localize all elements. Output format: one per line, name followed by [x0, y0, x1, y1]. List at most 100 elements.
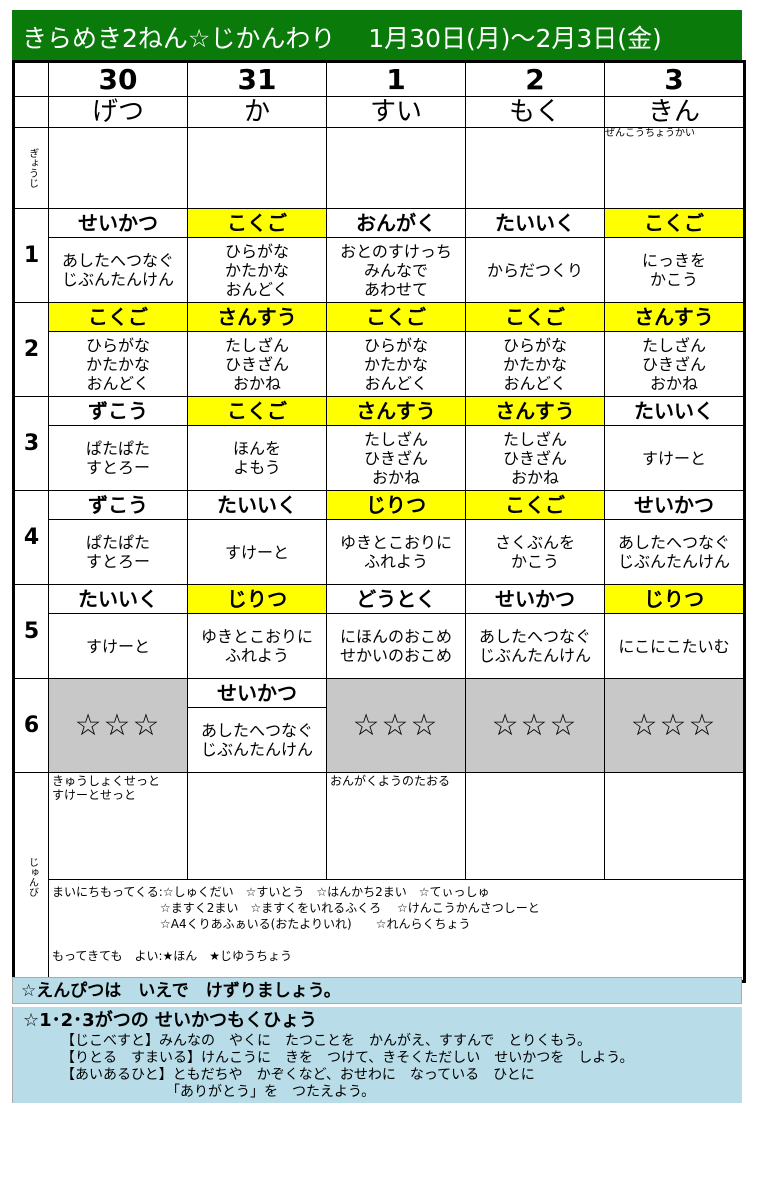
content-cell: あしたへつなぐ じぶんたんけん: [465, 613, 605, 679]
period-subject-row: 3 ずこう こくご さんすう さんすう たいいく: [13, 396, 745, 491]
period-subject-row: 6 ☆☆☆ せいかつ ☆☆☆ ☆☆☆ ☆☆☆: [13, 678, 745, 773]
notes-row: まいにちもってくる:☆しゅくだい ☆すいとう ☆はんかち2まい ☆てぃっしゅ ☆…: [14, 879, 745, 982]
content-cell: にほんのおこめ せかいのおこめ: [326, 613, 466, 679]
content-cell: あしたへつなぐ じぶんたんけん: [48, 237, 188, 303]
content-cell: からだつくり: [465, 237, 605, 303]
subject-cell: じりつ: [604, 584, 745, 614]
no-class-cell: ☆☆☆: [465, 678, 605, 773]
subject-cell: こくご: [326, 302, 466, 332]
subject-cell: さんすう: [604, 302, 745, 332]
content-cell: すけーと: [48, 613, 188, 679]
subject-cell: せいかつ: [604, 490, 745, 520]
corner-cell: [13, 61, 49, 97]
goals-box: ☆1･2･3がつの せいかつもくひょう 【じこべすと】みんなの やくに たつこと…: [12, 1007, 742, 1103]
content-cell: ゆきとこおりに ふれよう: [187, 613, 327, 679]
weekday-row: げつかすい もく きん: [13, 96, 745, 128]
subject-cell: せいかつ: [187, 678, 327, 708]
subject-cell: ずこう: [48, 396, 188, 426]
goal-line: 【りとる すまいる】けんこうに きを つけて、きそくただしい せいかつを しよう…: [61, 1050, 634, 1066]
content-cell: たしざん ひきざん おかね: [187, 331, 327, 397]
date-row: 30 31 1 2 3: [13, 61, 745, 97]
corner-cell: [13, 96, 49, 128]
note-line: ☆A4くりあふぁいる(おたよりいれ) ☆れんらくちょう: [52, 917, 471, 931]
subject-cell: さんすう: [187, 302, 327, 332]
goal-line: 【じこべすと】みんなの やくに たつことを かんがえ、すすんで とりくもう。: [61, 1033, 592, 1049]
content-cell: たしざん ひきざん おかね: [604, 331, 745, 397]
junbi-cell: おんがくようのたおる: [326, 772, 466, 880]
date-cell: 31: [187, 61, 327, 97]
event-cell: [465, 127, 605, 209]
subject-cell: さんすう: [465, 396, 605, 426]
period-content-row: ぱたぱた すとろー すけーと ゆきとこおりに ふれよう さくぶんを かこう あしたへつな…: [14, 519, 745, 585]
content-cell: すけーと: [604, 425, 745, 491]
period-number: 3: [13, 396, 49, 491]
junbi-row: じゅんび きゅうしょくせっと すけーとせっと おんがくようのたおる: [13, 772, 745, 982]
content-cell: あしたへつなぐ じぶんたんけん: [187, 707, 327, 773]
content-cell: ひらがな かたかな おんどく: [187, 237, 327, 303]
content-cell: おとのすけっち みんなで あわせて: [326, 237, 466, 303]
subject-cell: たいいく: [48, 584, 188, 614]
page-title: きらめき2ねん☆じかんわり 1月30日(月)～2月3日(金): [12, 10, 742, 60]
notes-cell: まいにちもってくる:☆しゅくだい ☆すいとう ☆はんかち2まい ☆てぃっしゅ ☆…: [48, 879, 745, 982]
no-class-cell: ☆☆☆: [604, 678, 745, 773]
junbi-cell: きゅうしょくせっと すけーとせっと: [48, 772, 188, 880]
no-class-cell: ☆☆☆: [48, 678, 188, 773]
weekday-cell: げつ: [48, 96, 188, 128]
content-cell: たしざん ひきざん おかね: [326, 425, 466, 491]
period-content-row: あしたへつなぐ じぶんたんけん ひらがな かたかな おんどく おとのすけっち みんな…: [14, 237, 745, 303]
goals-heading: ☆1･2･3がつの せいかつもくひょう: [23, 1010, 317, 1031]
period-content-row: ひらがな かたかな おんどく たしざん ひきざん おかね ひらがな かたかな おんど…: [14, 331, 745, 397]
note-line: ☆ますく2まい ☆ますくをいれるふくろ ☆けんこうかんさつしーと: [52, 901, 540, 915]
junbi-label-text: じゅんび: [26, 856, 38, 897]
period-subject-row: 5 たいいく じりつ どうとく せいかつ じりつ: [13, 584, 745, 679]
subject-cell: こくご: [48, 302, 188, 332]
subject-cell: こくご: [604, 208, 745, 238]
no-class-cell: ☆☆☆: [326, 678, 466, 773]
note-line: もってきても よい:★ほん ★じゆうちょう: [52, 949, 293, 963]
subject-cell: せいかつ: [48, 208, 188, 238]
period-number: 2: [13, 302, 49, 397]
note-line: まいにちもってくる:☆しゅくだい ☆すいとう ☆はんかち2まい ☆てぃっしゅ: [52, 885, 490, 899]
period-number: 6: [13, 678, 49, 773]
date-cell: 2: [465, 61, 605, 97]
content-cell: さくぶんを かこう: [465, 519, 605, 585]
content-cell: すけーと: [187, 519, 327, 585]
content-cell: ひらがな かたかな おんどく: [465, 331, 605, 397]
period-number: 4: [13, 490, 49, 585]
date-cell: 1: [326, 61, 466, 97]
date-cell: 3: [604, 61, 745, 97]
period-number: 1: [13, 208, 49, 303]
subject-cell: こくご: [465, 490, 605, 520]
subject-cell: こくご: [187, 208, 327, 238]
pencil-notice: ☆えんぴつは いえで けずりましょう。: [12, 977, 742, 1004]
weekday-cell: もく: [465, 96, 605, 128]
content-cell: ぱたぱた すとろー: [48, 519, 188, 585]
content-cell: あしたへつなぐ じぶんたんけん: [604, 519, 745, 585]
content-cell: ゆきとこおりに ふれよう: [326, 519, 466, 585]
subject-cell: たいいく: [465, 208, 605, 238]
event-cell: [187, 127, 327, 209]
events-row: ぎょうじ ぜんこうちょうかい: [13, 127, 745, 209]
note-line: [52, 932, 740, 948]
junbi-cell: [465, 772, 605, 880]
weekday-cell: か: [187, 96, 327, 128]
date-cell: 30: [48, 61, 188, 97]
content-cell: ほんを よもう: [187, 425, 327, 491]
content-cell: ひらがな かたかな おんどく: [326, 331, 466, 397]
period-subject-row: 1 せいかつ こくご おんがく たいいく こくご: [13, 208, 745, 303]
period-number: 5: [13, 584, 49, 679]
content-cell: にこにこたいむ: [604, 613, 745, 679]
event-cell: ぜんこうちょうかい: [604, 127, 745, 209]
goal-line: 【あいあるひと】ともだちや かぞくなど、おせわに なっている ひとに: [61, 1067, 535, 1083]
subject-cell: こくご: [465, 302, 605, 332]
events-label: ぎょうじ: [13, 127, 49, 209]
subject-cell: せいかつ: [465, 584, 605, 614]
subject-cell: たいいく: [604, 396, 745, 426]
period-content-row: すけーと ゆきとこおりに ふれよう にほんのおこめ せかいのおこめ あしたへつなぐ じ…: [14, 613, 745, 679]
subject-cell: じりつ: [187, 584, 327, 614]
goal-line: 「ありがとう」を つたえよう。: [61, 1084, 376, 1100]
weekday-cell: すい: [326, 96, 466, 128]
events-label-text: ぎょうじ: [26, 148, 38, 188]
subject-cell: おんがく: [326, 208, 466, 238]
subject-cell: どうとく: [326, 584, 466, 614]
